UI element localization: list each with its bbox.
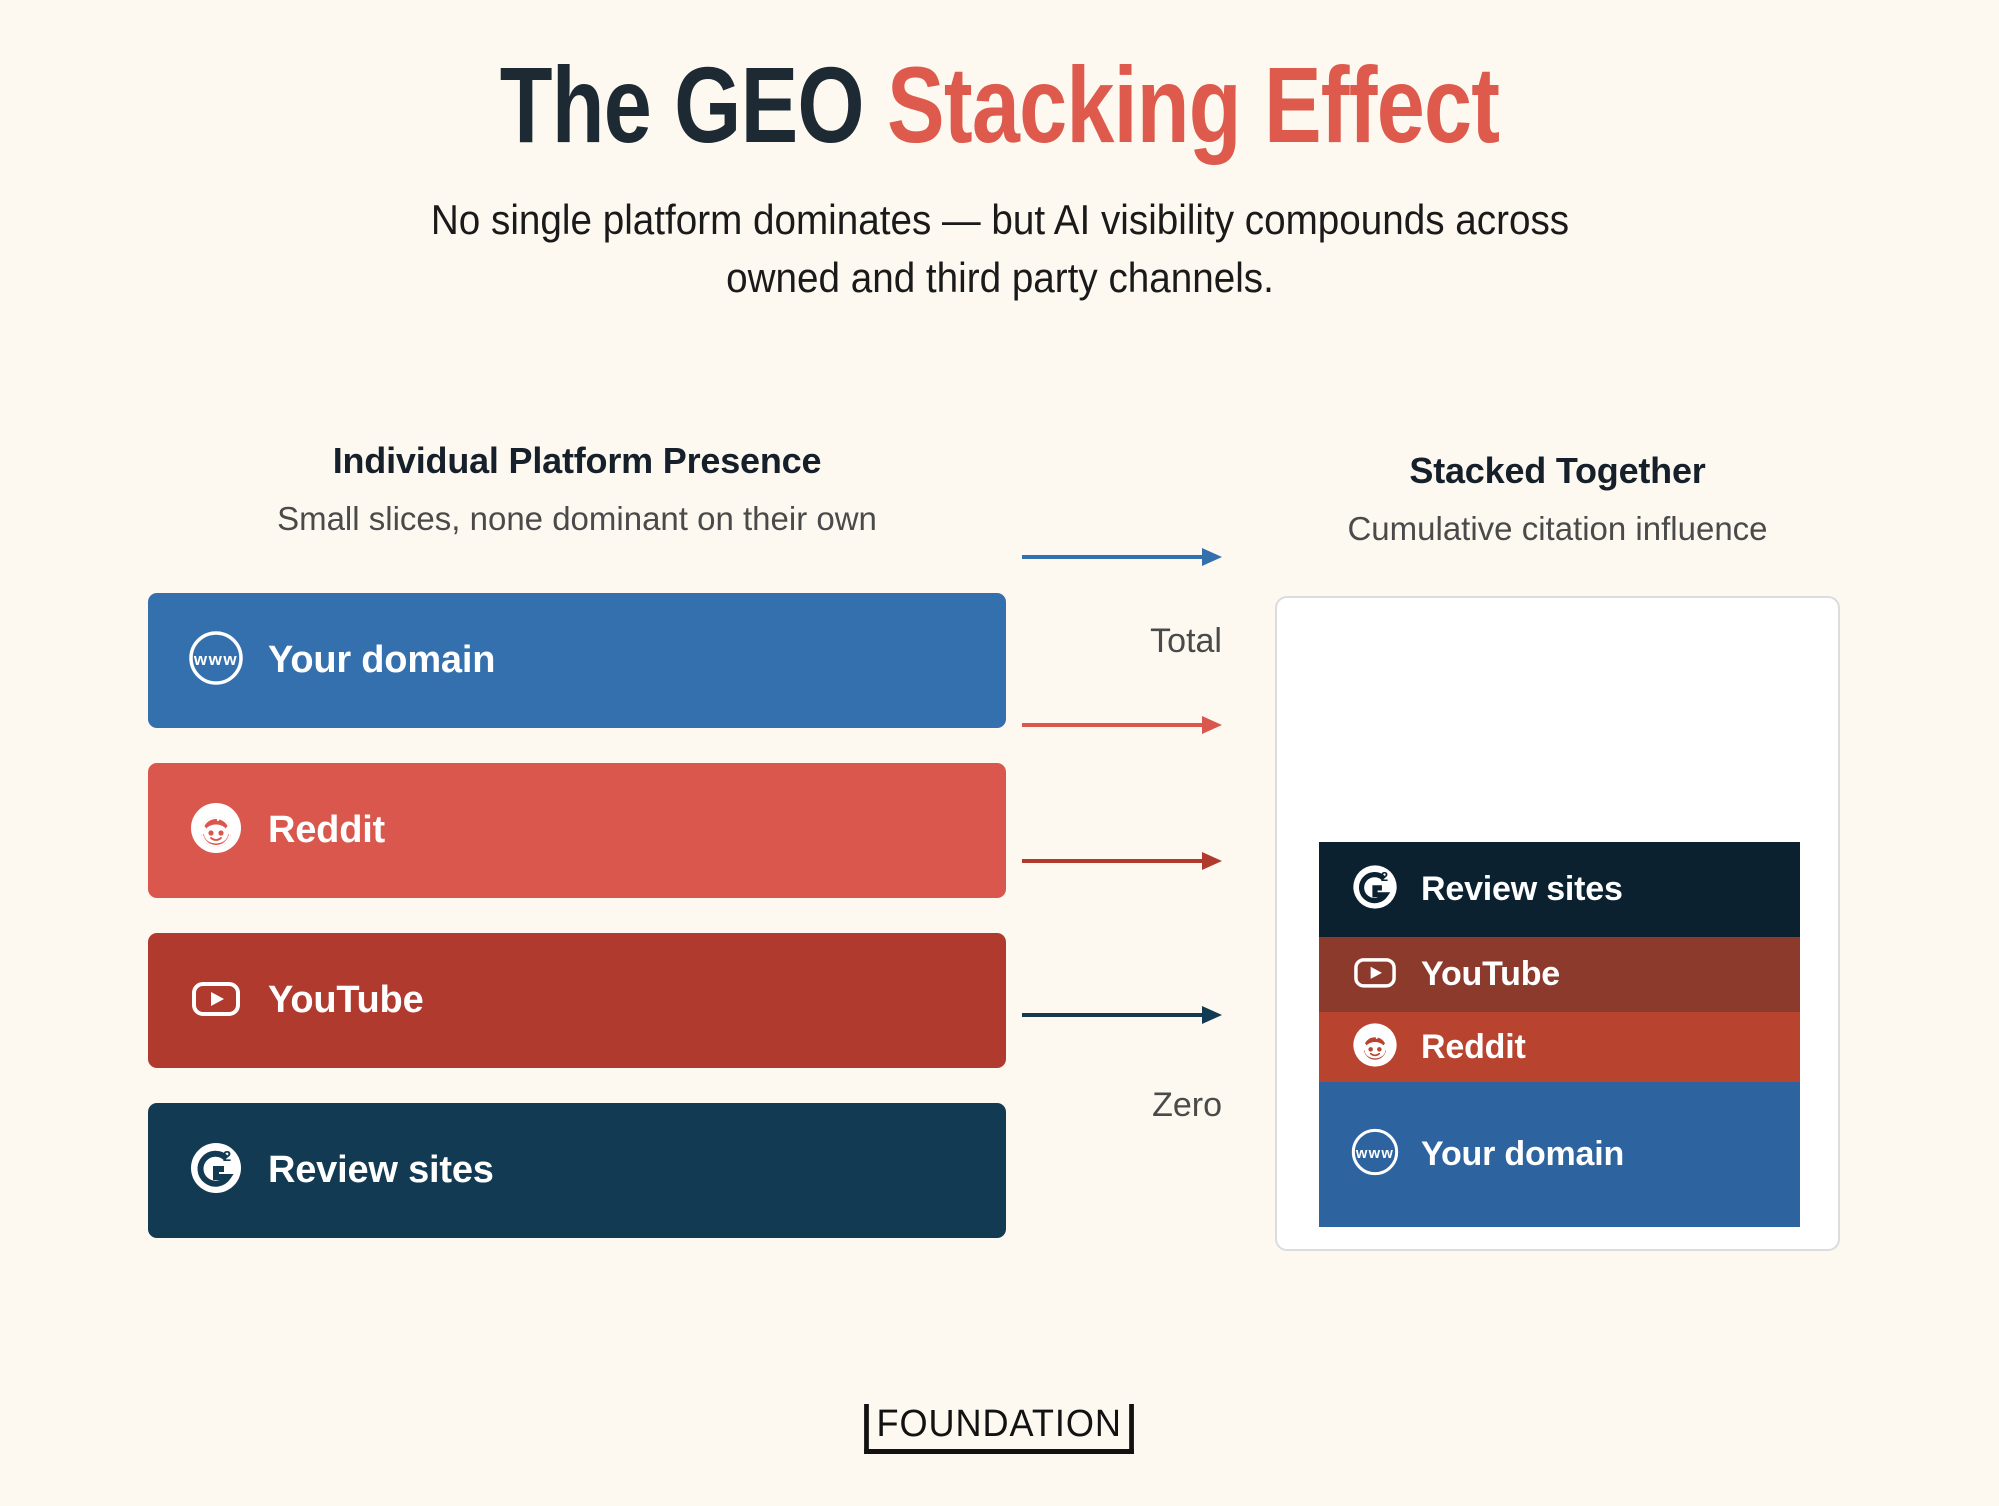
flow-arrows: Total Zero (1022, 440, 1252, 1300)
platform-bar-review-sites[interactable]: 2 Review sites (148, 1103, 1006, 1238)
www-globe-icon: www (1349, 1126, 1401, 1183)
arrow-head-icon (1202, 852, 1222, 870)
platform-bar-your-domain[interactable]: www Your domain (148, 593, 1006, 728)
svg-text:www: www (1355, 1146, 1394, 1162)
right-column-title: Stacked Together (1409, 450, 1706, 491)
stack-segment-label: Review sites (1421, 870, 1623, 908)
right-column-header: Stacked Together Cumulative citation inf… (1275, 450, 1840, 548)
platform-bar-label: Reddit (268, 809, 386, 851)
platform-bar-label: Review sites (268, 1149, 494, 1191)
page-subtitle: No single platform dominates — but AI vi… (430, 196, 1569, 302)
svg-text:www: www (193, 650, 238, 669)
flow-arrow-reddit (1022, 716, 1222, 734)
svg-text:2: 2 (223, 1148, 231, 1165)
title-part-accent: Stacking Effect (887, 44, 1500, 165)
stack-segments: 2 Review sites YouTube (1319, 842, 1800, 1227)
stack-segment-label: Your domain (1421, 1135, 1625, 1173)
arrow-head-icon (1202, 716, 1222, 734)
left-column-subtitle: Small slices, none dominant on their own (277, 500, 877, 537)
stacked-together-column: Stacked Together Cumulative citation inf… (1275, 450, 1840, 1251)
platform-bar-youtube[interactable]: YouTube (148, 933, 1006, 1068)
flow-arrow-review-sites (1022, 1006, 1222, 1024)
youtube-icon (186, 968, 246, 1033)
stack-segment-reddit[interactable]: Reddit (1319, 1012, 1800, 1082)
reddit-icon (1349, 1019, 1401, 1076)
www-globe-icon: www (186, 628, 246, 693)
comparison-area: Individual Platform Presence Small slice… (0, 440, 1999, 1300)
footer: FOUNDATION (0, 1403, 1999, 1454)
page-title: The GEO Stacking Effect (200, 48, 1799, 161)
header: The GEO Stacking Effect No single platfo… (0, 0, 1999, 307)
stack-segment-youtube[interactable]: YouTube (1319, 937, 1800, 1012)
arrow-line (1022, 859, 1204, 863)
stack-segment-your-domain[interactable]: www Your domain (1319, 1082, 1800, 1227)
flow-label-total: Total (1150, 622, 1222, 660)
title-part-dark: The GEO (499, 44, 888, 165)
flow-label-zero: Zero (1152, 1086, 1222, 1124)
arrow-head-icon (1202, 1006, 1222, 1024)
youtube-icon (1349, 946, 1401, 1003)
right-column-subtitle: Cumulative citation influence (1347, 510, 1768, 547)
g2-icon: 2 (1349, 861, 1401, 918)
platform-bar-reddit[interactable]: Reddit (148, 763, 1006, 898)
stack-segment-label: YouTube (1421, 955, 1560, 993)
stack-segment-label: Reddit (1421, 1027, 1526, 1066)
stack-panel: 2 Review sites YouTube (1275, 596, 1840, 1251)
platform-bar-list: www Your domain (148, 593, 1006, 1238)
stack-segment-review-sites[interactable]: 2 Review sites (1319, 842, 1800, 937)
arrow-line (1022, 555, 1204, 559)
flow-arrow-youtube (1022, 852, 1222, 870)
svg-text:2: 2 (1381, 869, 1388, 884)
left-column-header: Individual Platform Presence Small slice… (148, 440, 1006, 538)
left-column-title: Individual Platform Presence (332, 440, 822, 481)
foundation-logo: FOUNDATION (864, 1403, 1135, 1454)
arrow-line (1022, 1013, 1204, 1017)
arrow-head-icon (1202, 548, 1222, 566)
g2-icon: 2 (186, 1138, 246, 1203)
platform-bar-label: YouTube (268, 979, 424, 1021)
platform-bar-label: Your domain (268, 639, 496, 681)
flow-arrow-your-domain (1022, 548, 1222, 566)
reddit-icon (186, 798, 246, 863)
arrow-line (1022, 723, 1204, 727)
individual-platform-column: Individual Platform Presence Small slice… (148, 440, 1006, 1238)
